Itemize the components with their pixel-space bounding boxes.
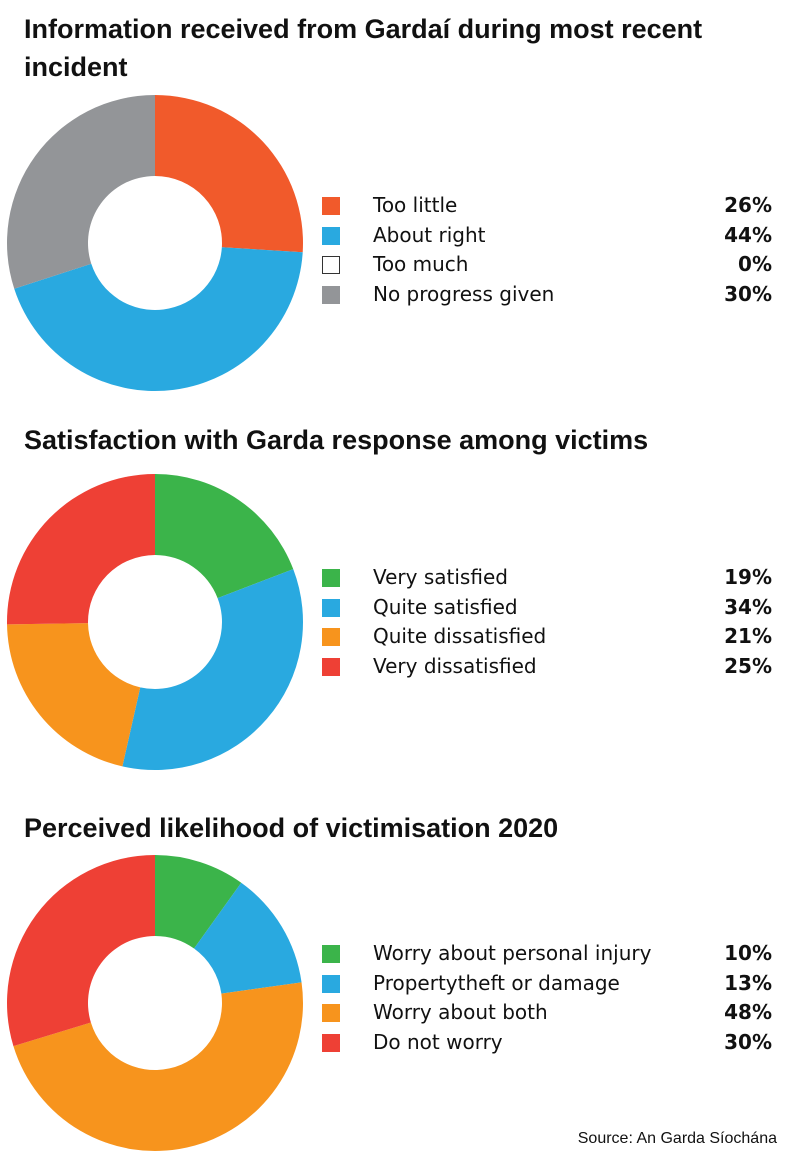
- legend-value: 13%: [724, 970, 772, 995]
- donut-chart: [6, 95, 303, 392]
- chart-title: Information received from Gardaí during …: [24, 14, 703, 82]
- chart-title: Satisfaction with Garda response among v…: [24, 425, 649, 455]
- legend-value: 34%: [724, 594, 772, 619]
- legend-item: Do not worry 30%: [322, 1028, 772, 1058]
- legend-value: 19%: [724, 565, 772, 589]
- legend-swatch: [322, 628, 340, 646]
- legend-item: Quite satisfied 34%: [322, 593, 772, 623]
- legend-label: Very satisfied: [373, 565, 508, 589]
- donut-slice-do-not-worry: [6, 855, 156, 1047]
- legend-label: Propertytheft or damage: [373, 970, 620, 995]
- legend-item: Worry about both 48%: [322, 998, 772, 1028]
- legend-label: Very dissatisfied: [373, 653, 537, 678]
- legend-swatch: [322, 285, 340, 304]
- legend-swatch: [322, 945, 340, 963]
- legend-swatch: [322, 226, 340, 245]
- donut-slice-about-right: [14, 247, 303, 392]
- legend-label: About right: [373, 222, 486, 247]
- donut-slice-worry-about-both: [13, 982, 303, 1151]
- legend-label: Worry about both: [373, 1000, 548, 1024]
- donut-slice-very-satisfied: [155, 474, 294, 599]
- legend-value: 21%: [724, 624, 772, 648]
- legend-label: Do not worry: [373, 1029, 503, 1054]
- donut-slice-very-dissatisfied: [6, 474, 155, 625]
- legend-label: Quite satisfied: [373, 594, 518, 619]
- legend: Too little 26% About right 44% Too much 0% No …: [322, 191, 772, 309]
- legend-value: 30%: [724, 1029, 772, 1054]
- donut-slice-quite-satisfied: [122, 569, 303, 770]
- legend-item: Very satisfied 19%: [322, 563, 772, 593]
- legend-value: 0%: [738, 252, 772, 276]
- legend-swatch: [322, 974, 340, 993]
- legend-item: No progress given 30%: [322, 280, 772, 310]
- legend-swatch: [322, 1033, 340, 1052]
- legend-label: Too little: [373, 193, 458, 217]
- donut-slice-too-little: [155, 95, 303, 253]
- legend-item: Too little 26%: [322, 191, 772, 221]
- donut-chart: [6, 855, 303, 1151]
- legend-label: Worry about personal injury: [373, 941, 652, 965]
- legend-label: Quite dissatisfied: [373, 624, 547, 648]
- legend: Very satisfied 19% Quite satisfied 34% Quite…: [322, 563, 772, 681]
- legend-item: Too much 0%: [322, 250, 772, 280]
- donut-slice-quite-dissatisfied: [7, 623, 141, 767]
- legend-value: 30%: [724, 281, 772, 306]
- legend: Worry about personal injury 10% Propertyth…: [322, 939, 772, 1057]
- legend-value: 26%: [724, 193, 772, 217]
- donut-slice-propertytheft-or-damage: [194, 882, 302, 994]
- legend-item: About right 44%: [322, 221, 772, 251]
- legend-value: 48%: [724, 1000, 772, 1024]
- legend-value: 25%: [724, 653, 772, 678]
- legend-item: Propertytheft or damage 13%: [322, 969, 772, 999]
- donut-slice-no-progress-given: [6, 95, 156, 289]
- chart-title: Perceived likelihood of victimisation 20…: [24, 813, 559, 843]
- source-note: Source: An Garda Síochána: [577, 1130, 777, 1147]
- legend-swatch: [322, 1004, 340, 1022]
- legend-value: 44%: [724, 222, 772, 247]
- legend-swatch: [322, 598, 340, 617]
- donut-chart: [6, 474, 303, 770]
- legend-swatch: [322, 256, 340, 274]
- legend-swatch: [322, 197, 340, 215]
- legend-item: Very dissatisfied 25%: [322, 652, 772, 682]
- legend-label: Too much: [373, 252, 469, 276]
- legend-item: Worry about personal injury 10%: [322, 939, 772, 969]
- legend-swatch: [322, 569, 340, 587]
- legend-item: Quite dissatisfied 21%: [322, 622, 772, 652]
- donut-slice-worry-about-personal-injury: [155, 855, 242, 949]
- legend-label: No progress given: [373, 281, 555, 306]
- legend-swatch: [322, 657, 340, 676]
- legend-value: 10%: [724, 941, 772, 965]
